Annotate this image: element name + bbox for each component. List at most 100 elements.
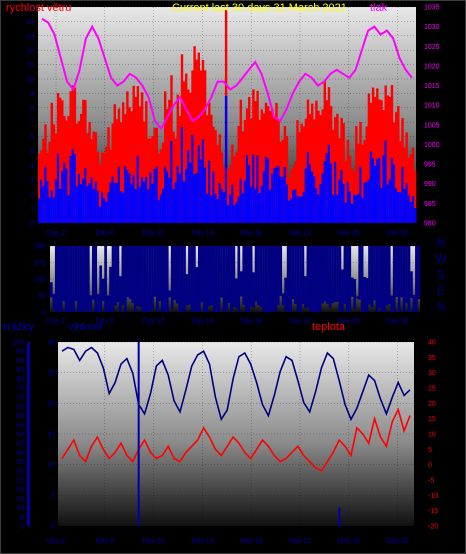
wind-speed-tick-label: 7	[30, 120, 34, 127]
wind-direction-bar	[410, 271, 413, 298]
wind-direction-bar	[291, 246, 295, 300]
wind-direction-bar	[131, 246, 135, 303]
wind-gust-bar	[59, 188, 62, 223]
wind-speed-bar	[390, 85, 394, 223]
pressure-tick-label: 990	[424, 181, 436, 188]
wind-speed-bar	[336, 113, 339, 223]
wind-direction-bar	[249, 246, 253, 307]
wind-speed-bar	[361, 144, 364, 223]
wind-direction-bar	[346, 246, 349, 312]
wind-speed-bar	[145, 101, 148, 223]
wind-speed-bar	[371, 87, 375, 224]
rain-tick-label: 90	[16, 358, 24, 365]
temperature-axis-label: teplota	[312, 321, 346, 333]
wind-speed-tick-label: 5	[30, 149, 34, 156]
wind-direction-bar	[190, 246, 194, 312]
wind-gust-bar	[94, 181, 98, 223]
rain-bar	[338, 507, 341, 526]
wind-speed-bar	[182, 81, 186, 224]
x-tick-label: Day 14	[191, 538, 213, 545]
wind-gust-bar	[134, 188, 137, 223]
wind-direction-bar	[360, 246, 364, 312]
pressure-line-group	[41, 17, 413, 131]
wind-gust-bar	[380, 187, 383, 223]
wind-speed-bar	[151, 136, 154, 223]
temperature-tick-label: -10	[428, 493, 438, 500]
wind-speed-bar	[98, 164, 102, 223]
wind-gust-bar	[315, 188, 318, 223]
pressure-ticks: 980 985 990 995 1000 1005 1010 1015 1020 1025 1030…	[424, 5, 440, 228]
pressure-tick-label: 995	[424, 162, 436, 169]
wind-gust-bar	[88, 183, 91, 223]
wind-speed-tick-label: 11	[27, 62, 34, 69]
wind-speed-bar	[105, 146, 108, 223]
wind-gust-bar	[338, 179, 341, 223]
x-tick-label: Day 22	[289, 318, 311, 325]
wind-direction-bar	[237, 246, 241, 312]
wind-gust-bar	[233, 204, 236, 223]
wind-direction-bar	[257, 246, 260, 306]
wind-direction-bar	[323, 246, 327, 302]
wind-gust-bar	[243, 180, 247, 223]
wind-direction-bar	[156, 246, 159, 312]
wind-speed-bar	[243, 120, 247, 223]
wind-speed-bar	[82, 99, 85, 223]
wind-gust-bar	[378, 157, 381, 223]
wind-direction-bar	[254, 246, 258, 302]
wind-direction-bar	[230, 246, 233, 312]
pressure-tick-label: 980	[424, 221, 436, 228]
wind-speed-bar	[313, 119, 316, 223]
wind-gust-bar	[101, 192, 104, 223]
wind-gust-bar	[325, 153, 329, 223]
wind-gust-bar	[290, 198, 293, 223]
wind-gust-bar	[178, 173, 182, 223]
wind-speed-bar	[161, 142, 165, 223]
wind-direction-bar	[326, 246, 329, 304]
wind-gust-bar	[197, 145, 200, 223]
wind-gust-bar	[166, 171, 169, 223]
wind-gust-bar	[285, 184, 289, 223]
compass-letter: W	[435, 252, 447, 266]
wind-gust-bar	[214, 193, 217, 223]
pressure-tick-label: 1005	[424, 122, 440, 129]
wind-direction-bar	[321, 246, 324, 304]
wind-gust-bar	[212, 171, 215, 223]
rain-tick-label: 20	[16, 487, 24, 494]
wind-speed-bar	[260, 109, 263, 223]
wind-gust-bar	[250, 186, 253, 223]
wind-gust-bar	[392, 164, 396, 223]
wind-gust-bar	[332, 194, 335, 223]
wind-gust-bar	[327, 144, 331, 223]
x-tick-label: Day 30	[387, 318, 409, 325]
wind-speed-bar	[271, 108, 274, 223]
wind-speed-bar	[206, 115, 209, 223]
wind-gust-bar	[399, 192, 402, 223]
wind-gust-bar	[98, 206, 102, 223]
wind-gust-bar	[382, 155, 385, 223]
wind-gust-bar	[195, 172, 198, 223]
wind-direction-bar	[119, 276, 122, 312]
wind-direction-bar	[281, 293, 285, 306]
wind-gust-bar	[132, 175, 135, 223]
wind-direction-bar	[252, 272, 255, 308]
wind-direction-bar	[77, 246, 80, 312]
x-tick-label: Day 30	[387, 538, 409, 545]
wind-gust-bar	[300, 196, 303, 223]
wind-direction-bar	[138, 246, 142, 308]
wind-gust-bar	[227, 204, 230, 223]
wind-direction-bar	[151, 246, 154, 310]
wind-speed-bar	[138, 106, 142, 223]
pressure-axis-label: tlak	[370, 2, 388, 14]
wind-gust-bar	[82, 178, 85, 223]
wind-speed-bar	[48, 141, 51, 223]
wind-direction-bar	[338, 246, 342, 312]
wind-gust-bar	[401, 167, 404, 223]
wind-direction-bar	[405, 246, 408, 304]
wind-gust-bar	[395, 188, 398, 223]
wind-gust-bar	[54, 179, 58, 223]
x-tick-label: Day 14	[191, 230, 213, 237]
wind-gust-bar	[180, 126, 184, 223]
wind-gust-bar	[140, 177, 144, 223]
wind-gust-bar	[153, 169, 156, 223]
wind-direction-bar	[153, 246, 157, 297]
